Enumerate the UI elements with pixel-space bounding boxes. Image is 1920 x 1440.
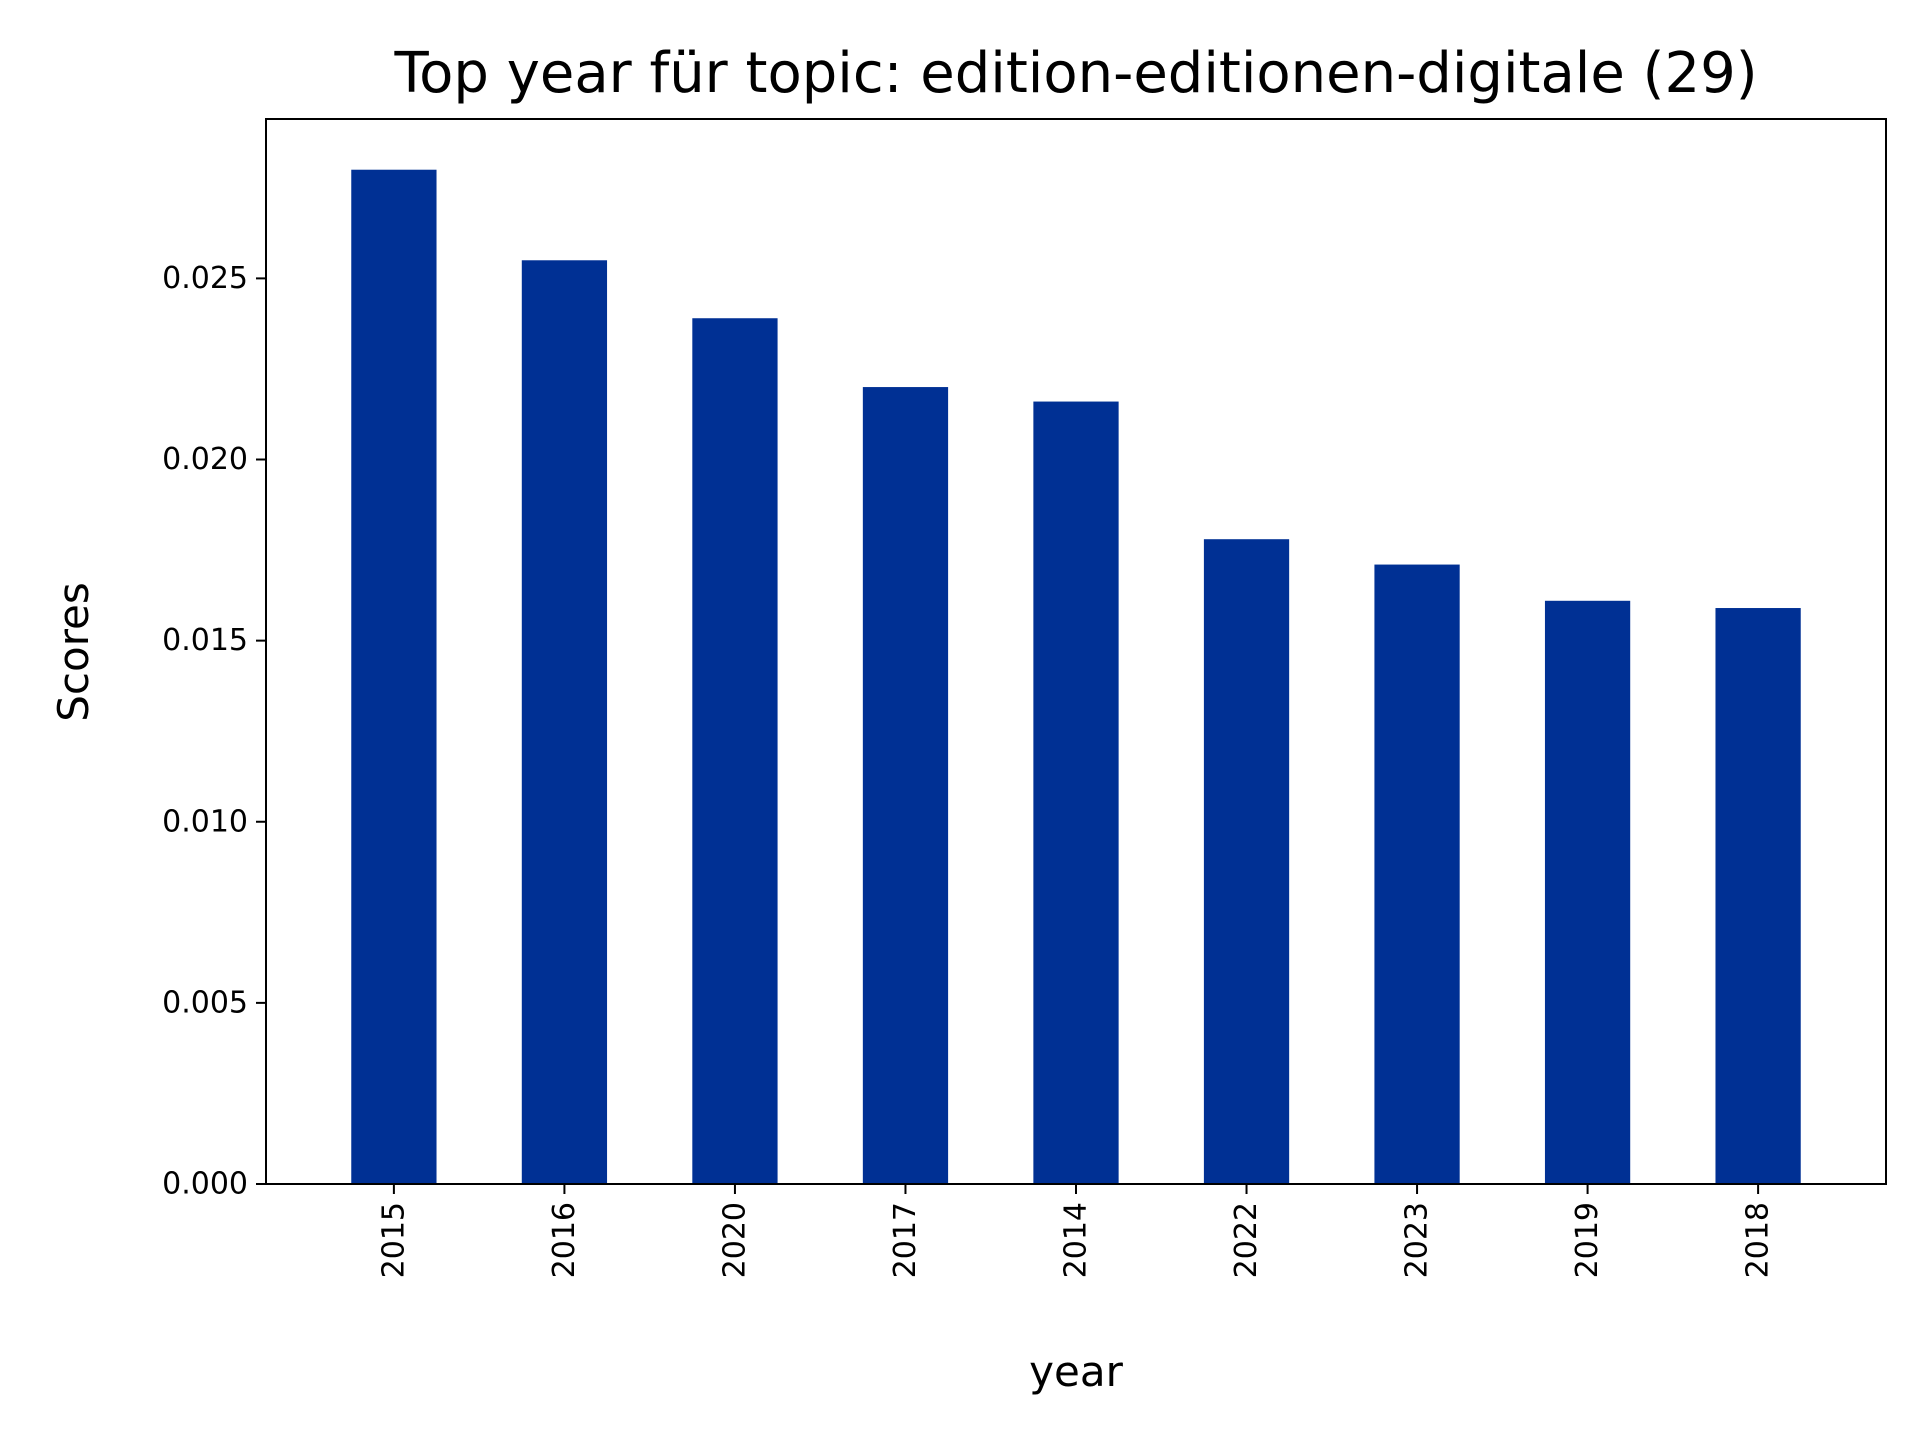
- y-tick-label: 0.020: [162, 442, 248, 477]
- y-tick-label: 0.015: [162, 623, 248, 658]
- bar-2016: [521, 260, 608, 1184]
- x-tick-label: 2020: [717, 1202, 752, 1278]
- x-tick-label: 2018: [1741, 1202, 1776, 1278]
- bar-2022: [1203, 539, 1290, 1184]
- plot-frame: [265, 118, 1887, 1185]
- bar-2015: [351, 169, 437, 1184]
- bar-2017: [862, 387, 949, 1184]
- y-tick-label: 0.010: [162, 804, 248, 839]
- bar-2019: [1544, 600, 1631, 1184]
- x-tick-label: 2014: [1059, 1202, 1094, 1278]
- bar-2014: [1033, 401, 1119, 1184]
- y-axis: 0.000 0.005 0.010 0.015 0.020 0.025: [162, 261, 266, 1202]
- bar-2020: [692, 318, 778, 1184]
- x-axis: 2015 2016 2020 2017 2014 2022 2023 2019 2018: [376, 1184, 1776, 1278]
- x-tick-label: 2017: [888, 1202, 923, 1278]
- chart-title: Top year für topic: edition-editionen-di…: [393, 41, 1757, 106]
- x-axis-title: year: [1029, 1347, 1123, 1396]
- y-tick-label: 0.000: [162, 1167, 248, 1202]
- x-tick-label: 2023: [1400, 1202, 1435, 1278]
- x-tick-label: 2016: [547, 1202, 582, 1278]
- y-tick-label: 0.025: [162, 261, 248, 296]
- y-tick-label: 0.005: [162, 985, 248, 1020]
- x-tick-label: 2022: [1229, 1202, 1264, 1278]
- x-tick-label: 2019: [1570, 1202, 1605, 1278]
- bars-group: [351, 169, 1801, 1184]
- x-tick-label: 2015: [376, 1202, 411, 1278]
- y-axis-title: Scores: [49, 582, 98, 722]
- bar-2018: [1715, 608, 1801, 1184]
- bar-2023: [1374, 564, 1460, 1184]
